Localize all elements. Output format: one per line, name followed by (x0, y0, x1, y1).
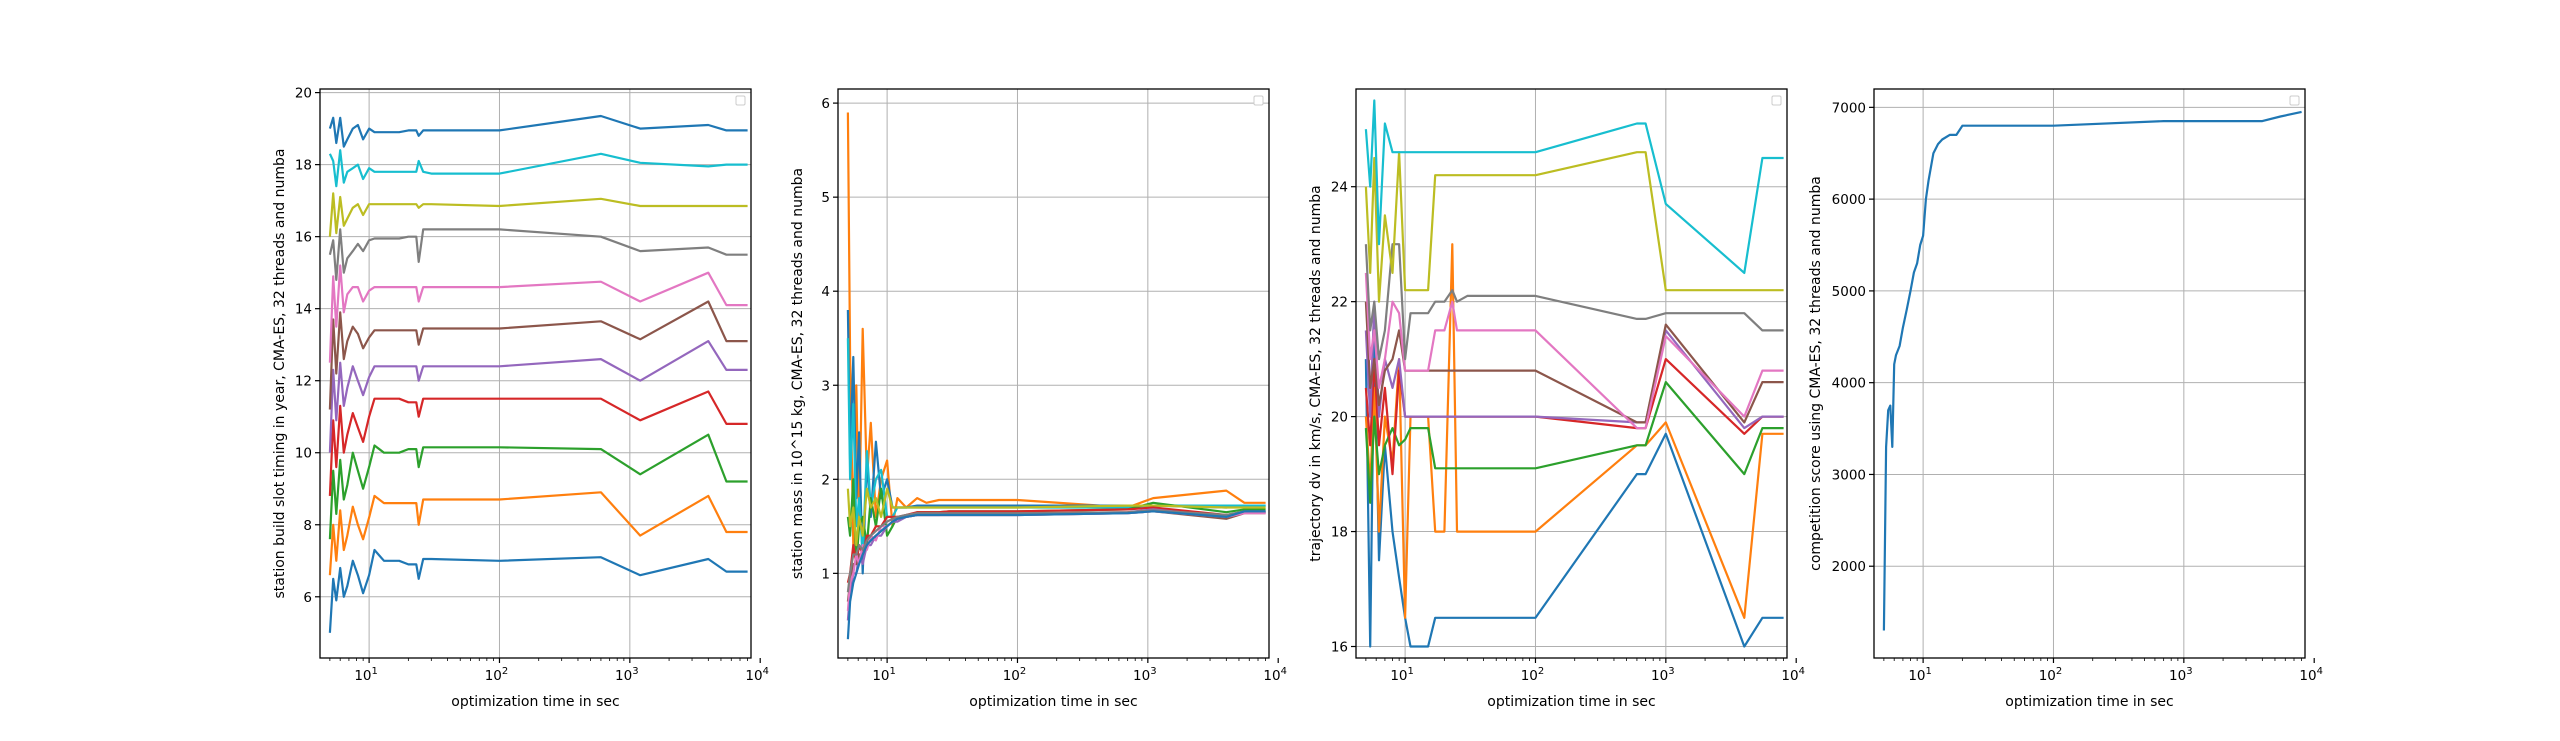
series-line-3 (846, 338, 1266, 556)
legend-box (735, 95, 746, 106)
series-line-7 (1364, 272, 1784, 430)
plot-frame (1873, 88, 2306, 659)
y-tick-label: 2 (821, 472, 830, 488)
series-line-3 (1364, 381, 1784, 504)
series-line-8 (846, 510, 1266, 602)
series-line-8 (328, 228, 748, 281)
y-tick-label: 8 (303, 518, 312, 534)
series-line-9 (328, 192, 748, 237)
series-line-4 (328, 390, 748, 496)
series-line-10 (328, 149, 748, 188)
x-tick-label: 104 (1781, 666, 1805, 684)
x-tick-label: 103 (1651, 666, 1675, 684)
x-tick-label: 103 (615, 666, 639, 684)
series-line-7 (846, 508, 1266, 621)
series-line-6 (846, 506, 1266, 584)
series-line-5 (846, 487, 1266, 547)
y-tick-label: 3000 (1832, 467, 1866, 483)
series-group (1364, 99, 1784, 648)
y-axis-label: competition score using CMA-ES, 32 threa… (1808, 176, 1824, 571)
series-line-5 (328, 340, 748, 453)
y-tick-label: 10 (295, 446, 312, 462)
chart-panel-2: 101 102 103 104 1 2 3 4 5 6 optimization time in s… (790, 88, 1287, 710)
y-tick-label: 18 (295, 158, 312, 174)
y-axis-label: station mass in 10^15 kg, CMA-ES, 32 thr… (790, 168, 806, 579)
series-line-6 (1364, 301, 1784, 424)
y-tick-label: 16 (1331, 640, 1348, 656)
x-tick-label: 101 (1390, 666, 1414, 684)
x-tick-label: 104 (2299, 666, 2323, 684)
y-tick-label: 22 (1331, 295, 1348, 311)
chart-panel-1: 101 102 103 104 6 8 10 12 14 16 18 20 optimization t… (272, 86, 769, 710)
x-axis-label: optimization time in sec (451, 694, 619, 710)
plot-frame (837, 88, 1270, 659)
series-line-1 (1364, 329, 1784, 648)
grid (1874, 89, 2305, 658)
y-tick-label: 6000 (1832, 192, 1866, 208)
y-tick-label: 2000 (1832, 559, 1866, 575)
series-line-1 (328, 548, 748, 633)
chart-panel-4: 101 102 103 104 2000 3000 4000 5000 6000 7000 opti… (1808, 88, 2323, 710)
y-tick-label: 20 (295, 86, 312, 102)
series-line-6 (328, 300, 748, 410)
y-tick-label: 14 (295, 302, 312, 318)
series-group (1882, 110, 2302, 631)
x-axis-label: optimization time in sec (2005, 694, 2173, 710)
y-tick-label: 5 (821, 190, 830, 206)
x-axis-label: optimization time in sec (1487, 694, 1655, 710)
y-tick-label: 18 (1331, 525, 1348, 541)
series-line-9 (846, 510, 1266, 612)
x-tick-label: 102 (1003, 666, 1027, 684)
series-line-2 (846, 309, 1266, 575)
x-tick-label: 103 (1133, 666, 1157, 684)
series-line-10 (846, 509, 1266, 593)
y-tick-label: 12 (295, 374, 312, 390)
grid (320, 89, 751, 658)
series-group (846, 112, 1266, 640)
y-tick-label: 4 (821, 284, 830, 300)
grid (838, 89, 1269, 658)
y-tick-label: 6 (303, 590, 312, 606)
series-line-1 (1882, 110, 2302, 631)
chart-panel-3: 101 102 103 104 16 18 20 22 24 optimization time … (1308, 88, 1805, 710)
x-tick-label: 101 (354, 666, 378, 684)
plot-frame (1355, 88, 1788, 659)
y-tick-label: 20 (1331, 410, 1348, 426)
x-tick-label: 102 (1521, 666, 1545, 684)
grid (1356, 89, 1787, 658)
series-line-11 (846, 510, 1266, 640)
legend-box (2289, 95, 2300, 106)
x-tick-label: 102 (2039, 666, 2063, 684)
y-tick-label: 3 (821, 378, 830, 394)
x-tick-label: 104 (1263, 666, 1287, 684)
y-axis-label: station build slot timing in year, CMA-E… (272, 148, 288, 598)
y-tick-label: 7000 (1832, 100, 1866, 116)
series-line-1 (846, 112, 1266, 547)
y-axis-label: trajectory dv in km/s, CMA-ES, 32 thread… (1308, 185, 1324, 561)
y-tick-label: 1 (821, 566, 830, 582)
series-line-11 (328, 114, 748, 148)
series-line-7 (328, 264, 748, 363)
series-line-10 (1364, 99, 1784, 274)
x-tick-label: 101 (1908, 666, 1932, 684)
x-tick-label: 103 (2169, 666, 2193, 684)
x-tick-label: 102 (485, 666, 509, 684)
legend-box (1771, 95, 1782, 106)
y-tick-label: 24 (1331, 180, 1348, 196)
y-tick-label: 5000 (1832, 284, 1866, 300)
series-line-8 (1364, 243, 1784, 361)
y-tick-label: 16 (295, 230, 312, 246)
x-tick-label: 104 (745, 666, 769, 684)
series-group (328, 114, 748, 633)
series-line-3 (328, 433, 748, 540)
plot-frame (319, 88, 752, 659)
y-tick-label: 4000 (1832, 376, 1866, 392)
series-line-2 (328, 491, 748, 576)
series-line-9 (1364, 151, 1784, 303)
x-tick-label: 101 (872, 666, 896, 684)
legend-box (1253, 95, 1264, 106)
y-tick-label: 6 (821, 96, 830, 112)
x-axis-label: optimization time in sec (969, 694, 1137, 710)
